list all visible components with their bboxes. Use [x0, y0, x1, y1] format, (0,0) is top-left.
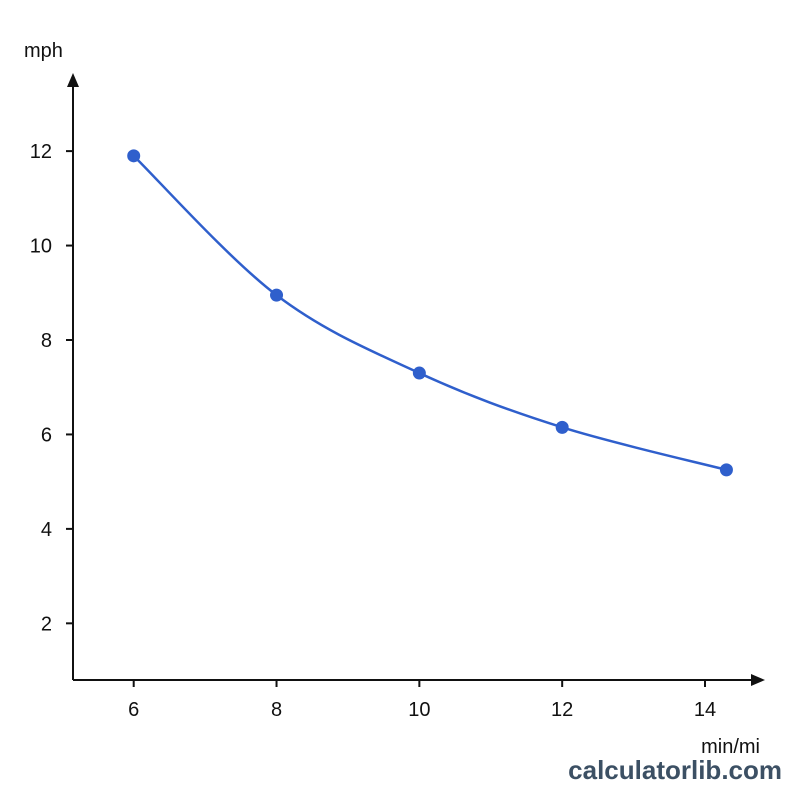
- data-point: [127, 149, 141, 163]
- data-point: [555, 420, 569, 434]
- data-points: [127, 149, 733, 477]
- series-line: [132, 154, 727, 472]
- x-axis-label: min/mi: [701, 736, 760, 758]
- y-tick-label: 10: [30, 236, 52, 258]
- y-ticks: 2 4 6 8 10 12: [30, 141, 73, 635]
- x-tick-label: 12: [551, 699, 573, 721]
- y-tick-label: 12: [30, 141, 52, 163]
- x-tick-label: 10: [408, 699, 430, 721]
- x-tick-label: 8: [271, 699, 282, 721]
- data-point: [412, 366, 426, 380]
- x-axis-arrow: [751, 674, 765, 686]
- axes: [67, 73, 765, 686]
- y-tick-label: 2: [41, 613, 52, 635]
- data-point: [270, 288, 284, 302]
- x-tick-label: 6: [128, 699, 139, 721]
- y-axis-arrow: [67, 73, 79, 87]
- data-point: [719, 463, 733, 477]
- x-tick-label: 14: [694, 699, 716, 721]
- y-tick-label: 4: [41, 519, 52, 541]
- y-tick-label: 8: [41, 330, 52, 352]
- x-ticks: 6 8 10 12 14: [128, 680, 716, 721]
- watermark: calculatorlib.com: [568, 755, 782, 785]
- y-tick-label: 6: [41, 424, 52, 446]
- y-axis-label: mph: [24, 40, 63, 62]
